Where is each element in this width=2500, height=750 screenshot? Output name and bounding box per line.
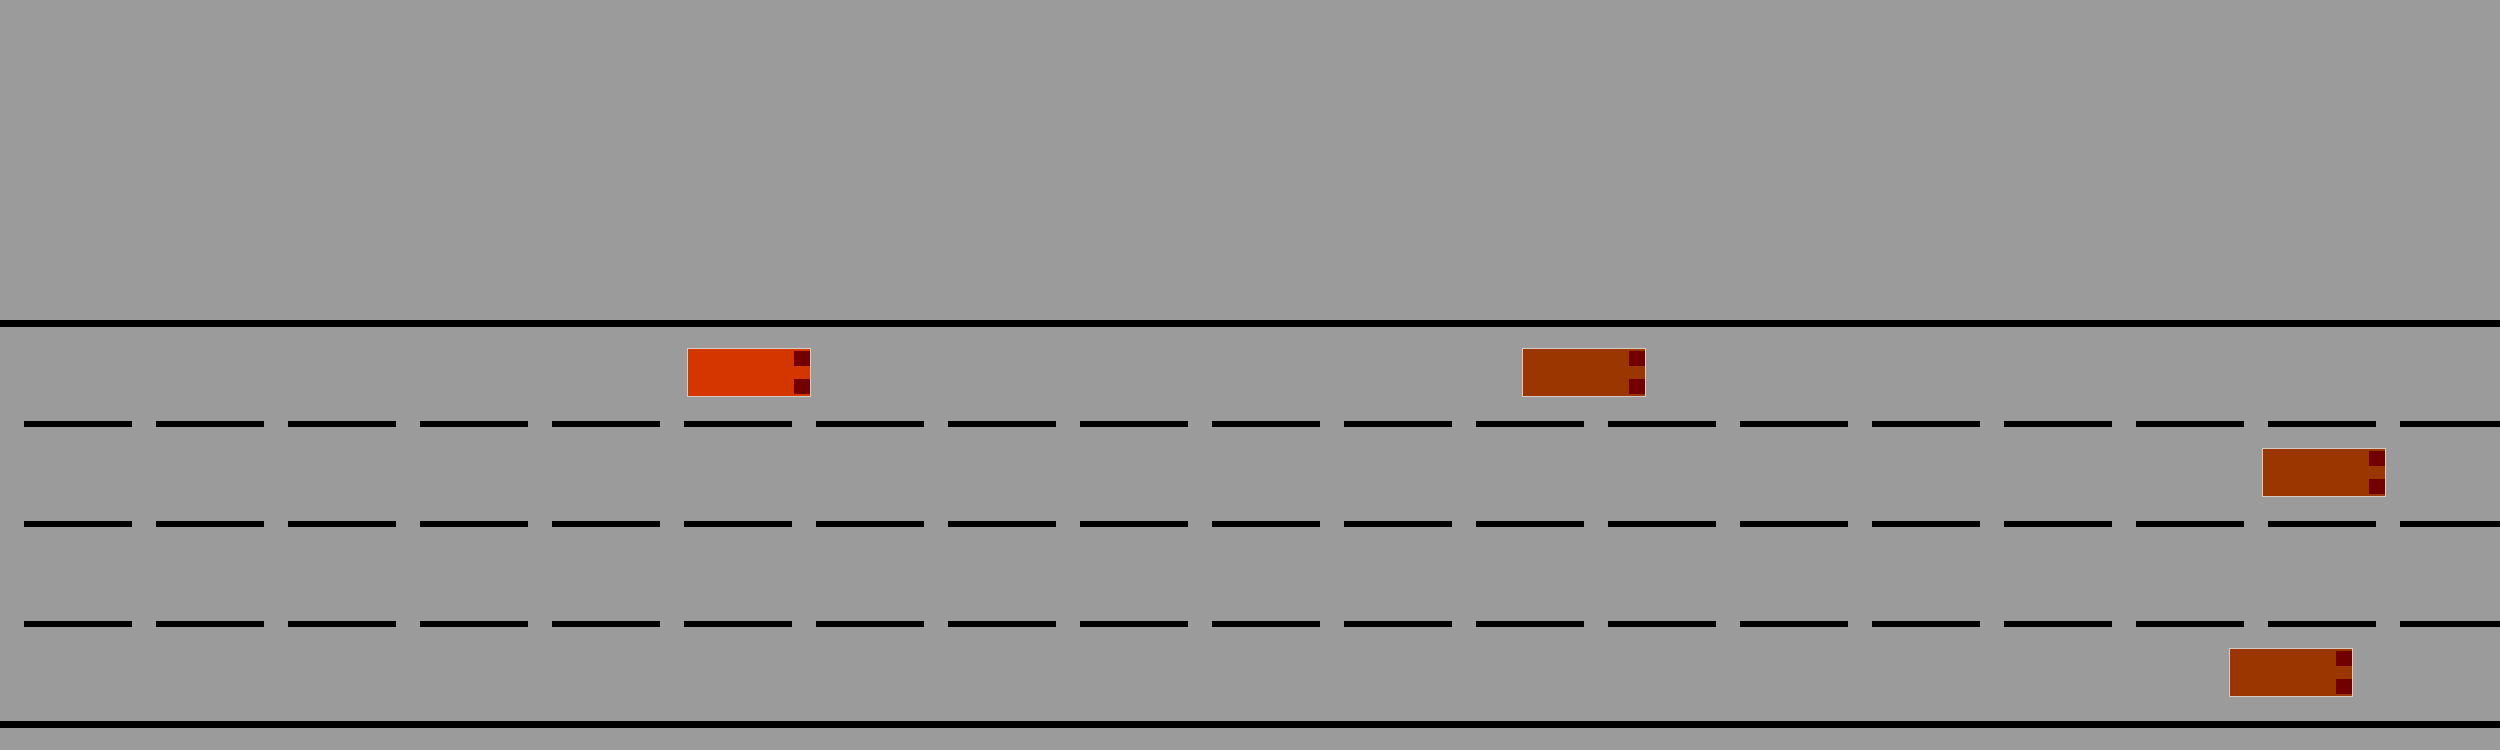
tail-light xyxy=(2336,679,2352,694)
road-bottom-edge xyxy=(0,721,2500,728)
tail-light xyxy=(1629,379,1645,394)
lane-divider xyxy=(0,621,2500,627)
traffic-car xyxy=(2262,448,2386,497)
tail-light xyxy=(794,379,810,394)
player-car xyxy=(687,348,811,397)
tail-light xyxy=(2369,451,2385,466)
lane-divider xyxy=(0,521,2500,527)
tail-light xyxy=(1629,351,1645,366)
traffic-car xyxy=(2229,648,2353,697)
traffic-car xyxy=(1522,348,1646,397)
road-top-edge xyxy=(0,320,2500,327)
tail-light xyxy=(2336,651,2352,666)
lane-divider xyxy=(0,421,2500,427)
tail-light xyxy=(794,351,810,366)
tail-light xyxy=(2369,479,2385,494)
